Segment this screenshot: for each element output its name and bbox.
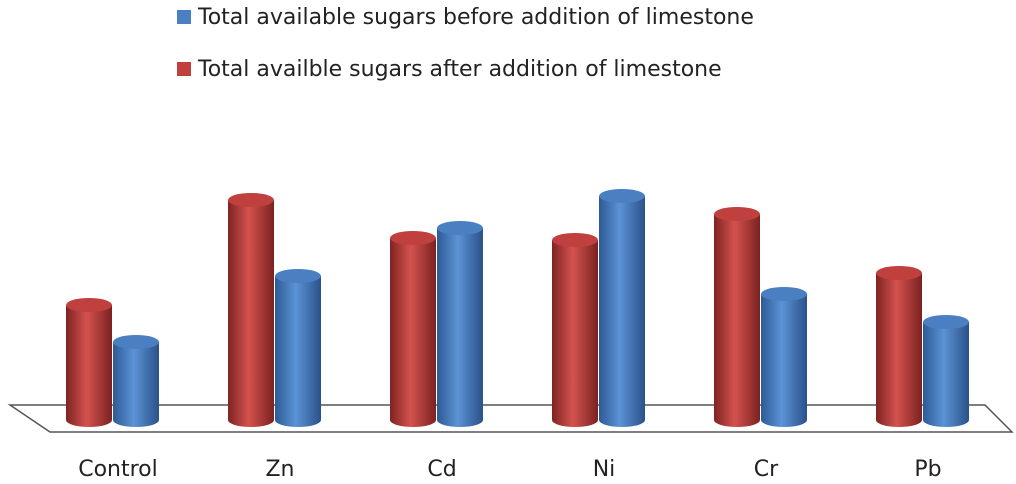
x-tick-label: Control: [78, 457, 158, 482]
bar: [923, 322, 969, 427]
x-tick-label: Cd: [427, 457, 456, 482]
bar-top: [66, 298, 112, 312]
bar-top: [275, 269, 321, 283]
bar-top: [228, 193, 274, 207]
bar-top: [390, 231, 436, 245]
bar: [761, 294, 807, 427]
bar: [66, 305, 112, 427]
bar-top: [599, 189, 645, 203]
bar: [113, 342, 159, 427]
bar: [599, 196, 645, 427]
x-tick-label: Zn: [265, 457, 294, 482]
bar: [876, 273, 922, 427]
bar-top: [876, 266, 922, 280]
bar: [228, 200, 274, 427]
x-tick-label: Cr: [754, 457, 779, 482]
floor: [7, 404, 1014, 433]
bar-top: [113, 335, 159, 349]
bar-top: [552, 233, 598, 247]
bar: [275, 276, 321, 427]
bar-top: [923, 315, 969, 329]
x-tick-label: Ni: [593, 457, 616, 482]
legend-label: Total available sugars before addition o…: [197, 5, 754, 30]
legend-swatch: [177, 10, 191, 24]
legend-label: Total availble sugars after addition of …: [197, 57, 722, 82]
bar-top: [714, 207, 760, 221]
x-tick-label: Pb: [914, 457, 941, 482]
bar: [552, 240, 598, 427]
bar: [390, 238, 436, 427]
bar: [437, 228, 483, 427]
bar-top: [437, 221, 483, 235]
bar: [714, 214, 760, 427]
legend-swatch: [177, 62, 191, 76]
bar-top: [761, 287, 807, 301]
